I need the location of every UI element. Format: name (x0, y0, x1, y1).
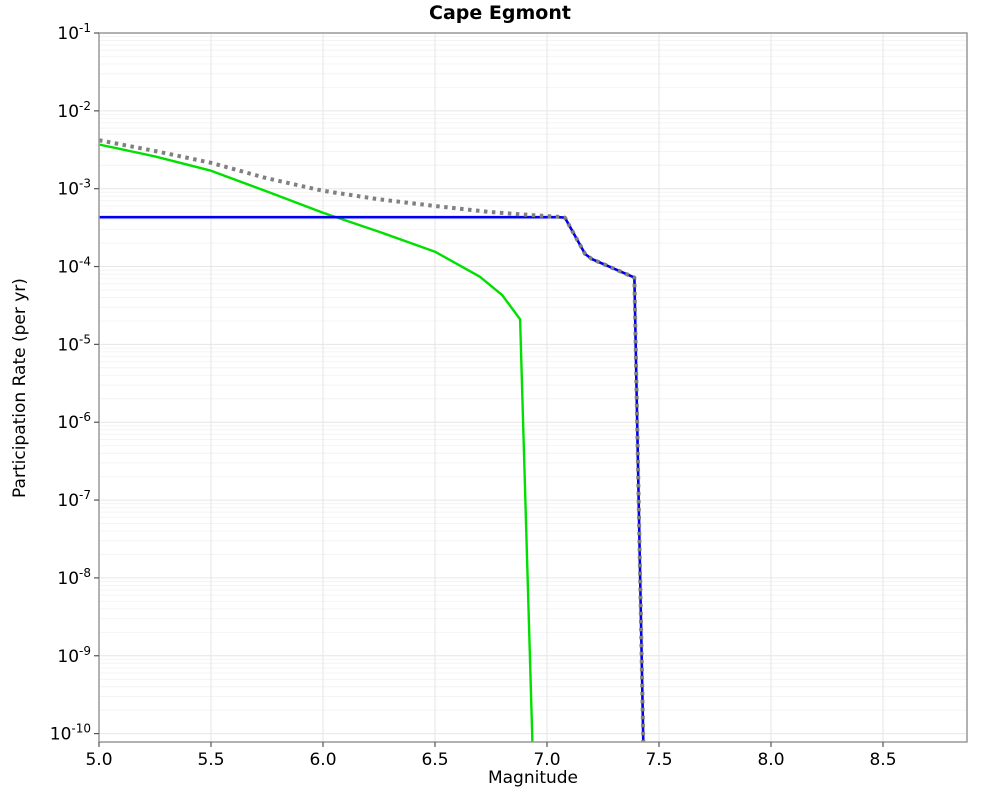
series-green-solid-line (98, 143, 534, 743)
y-axis-title: Participation Rate (per yr) (10, 278, 30, 498)
x-tick-label: 6.5 (421, 750, 448, 770)
y-tick-label: 10-5 (57, 332, 91, 355)
y-tick-label: 10-6 (57, 410, 91, 433)
chart-title: Cape Egmont (429, 2, 571, 24)
x-tick-label: 6.0 (309, 750, 336, 770)
x-tick-label: 7.0 (533, 750, 560, 770)
y-tick-label: 10-7 (57, 488, 91, 511)
x-tick-label: 8.5 (869, 750, 896, 770)
axis-ticks (94, 32, 884, 747)
y-tick-label: 10-9 (57, 644, 91, 667)
y-tick-label: 10-8 (57, 566, 91, 589)
major-gridlines (99, 33, 967, 742)
plot-border (98, 32, 968, 743)
y-tick-label: 10-4 (57, 255, 91, 278)
series-lines (98, 138, 646, 743)
x-tick-label: 8.0 (757, 750, 784, 770)
x-axis-tick-labels: 5.0 5.5 6.0 6.5 7.0 7.5 8.0 8.5 (85, 750, 896, 770)
x-tick-label: 5.0 (85, 750, 112, 770)
x-axis-title: Magnitude (487, 768, 579, 788)
x-tick-label: 5.5 (197, 750, 224, 770)
y-tick-label: 10-3 (57, 177, 91, 200)
y-tick-label: 10-10 (50, 722, 91, 745)
y-tick-label: 10-1 (57, 21, 91, 44)
y-axis-tick-labels: 10-1 10-2 10-3 10-4 10-5 10-6 10-7 10-8 10-9 10-1… (50, 21, 91, 745)
y-tick-label: 10-2 (57, 99, 91, 122)
minor-gridlines (99, 36, 967, 711)
x-tick-label: 7.5 (645, 750, 672, 770)
plot-background (99, 33, 967, 742)
